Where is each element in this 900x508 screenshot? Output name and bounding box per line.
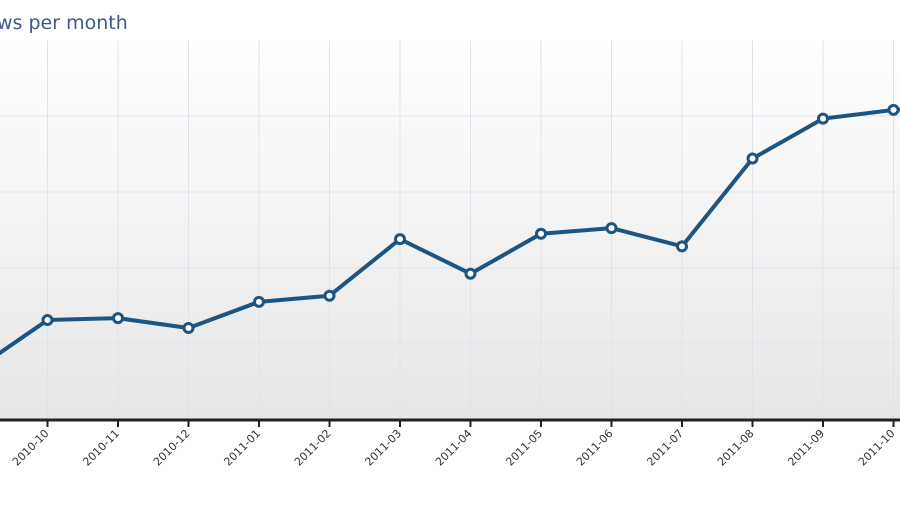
grid [0, 40, 900, 420]
data-point [464, 267, 477, 280]
x-tick-label: 2011-05 [503, 427, 545, 469]
x-tick-label: 2011-08 [715, 427, 757, 469]
data-point [676, 240, 688, 253]
data-point [535, 227, 547, 240]
x-tick-label: 2011-01 [221, 427, 263, 469]
data-point [887, 103, 900, 116]
data-point [182, 322, 195, 335]
x-tick-label: 2011-02 [292, 427, 334, 469]
data-point [41, 314, 54, 327]
plot-background [0, 40, 900, 420]
chart-title: ws per month [0, 12, 128, 34]
data-point [605, 222, 618, 235]
data-point [746, 152, 759, 165]
data-point [817, 112, 829, 125]
x-tick-label: 2011-09 [785, 427, 827, 469]
data-point [112, 312, 124, 325]
x-tick-label: 2011-04 [433, 427, 475, 469]
data-point [394, 233, 406, 246]
x-tick-label: 2010-10 [10, 427, 52, 469]
data-point [323, 289, 336, 302]
x-tick-label: 2011-03 [362, 427, 404, 469]
x-tick-label: 2010-11 [80, 427, 122, 469]
x-tick-label: 2011-06 [574, 427, 616, 469]
x-tick-label: 2011-07 [644, 427, 686, 469]
x-tick-label: 2011-10 [856, 427, 898, 469]
x-tick-label: 2010-12 [151, 427, 193, 469]
series-points [41, 103, 900, 335]
x-axis-ticks: 2010-10 2010-11 2010-12 2011-01 2011-02 2011-… [10, 420, 898, 469]
data-point [253, 295, 265, 308]
